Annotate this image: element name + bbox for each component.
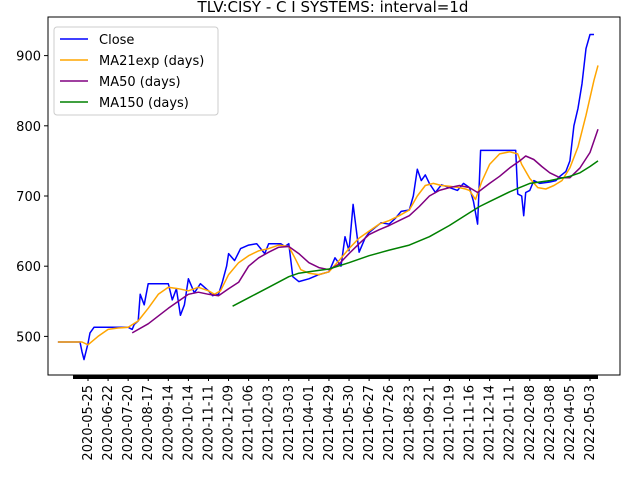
x-tick-label: 2021-07-26 [382,385,397,461]
x-axis-daily-tick-band [73,375,598,379]
y-tick-label: 800 [16,120,41,135]
x-tick-label: 2020-07-20 [121,385,136,461]
x-tick-label: 2021-09-21 [422,385,437,461]
x-tick-label: 2021-06-27 [362,385,377,461]
y-tick-label: 900 [16,50,41,65]
legend-label: Close [99,33,134,48]
x-tick-label: 2022-01-11 [503,385,518,461]
chart-title: TLV:CISY - C I SYSTEMS: interval=1d [197,0,469,16]
x-tick-label: 2021-08-23 [402,385,417,461]
x-tick-label: 2020-08-17 [141,385,156,461]
x-tick-label: 2021-11-16 [463,385,478,461]
series-line-2 [132,129,598,333]
x-tick-label: 2021-05-30 [342,385,357,461]
x-tick-label: 2020-11-11 [201,385,216,461]
x-tick-label: 2021-04-29 [322,385,337,461]
x-tick-label: 2022-04-05 [563,385,578,461]
x-tick-label: 2022-03-08 [543,385,558,461]
x-tick-label: 2021-04-01 [302,385,317,461]
y-tick-label: 700 [16,190,41,205]
y-tick-label: 600 [16,260,41,275]
y-tick-label: 500 [16,330,41,345]
legend-label: MA150 (days) [99,96,189,111]
x-tick-label: 2021-01-06 [242,385,257,461]
x-tick-label: 2021-03-03 [282,385,297,461]
x-tick-label: 2020-10-14 [181,385,196,461]
legend-label: MA21exp (days) [99,54,204,69]
x-tick-label: 2020-06-22 [101,385,116,461]
x-axis: 2020-05-25 2020-06-22 2020-07-20 2020-08-17… [73,375,598,461]
x-tick-label: 2021-02-03 [262,385,277,461]
x-tick-label: 2022-02-08 [523,385,538,461]
x-tick-label: 2020-09-14 [161,385,176,461]
legend-label: MA50 (days) [99,75,181,90]
x-tick-label: 2022-05-03 [583,385,598,461]
x-tick-label: 2021-10-19 [442,385,457,461]
y-axis: 500 600 700 800 900 [16,50,48,346]
x-tick-label: 2020-05-25 [81,385,96,461]
x-tick-label: 2020-12-09 [222,385,237,461]
x-tick-label: 2021-12-14 [483,385,498,461]
legend: Close MA21exp (days) MA50 (days) MA150 (day… [54,27,218,115]
